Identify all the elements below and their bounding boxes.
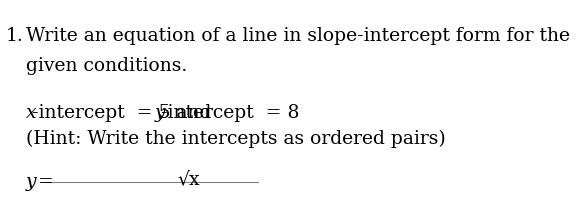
Text: √x: √x <box>177 171 200 189</box>
Text: -intercept  = 5 and: -intercept = 5 and <box>32 104 217 122</box>
Text: given conditions.: given conditions. <box>26 57 187 75</box>
Text: Write an equation of a line in slope-intercept form for the: Write an equation of a line in slope-int… <box>26 27 570 45</box>
Text: 1.: 1. <box>6 27 24 45</box>
Text: y: y <box>155 104 165 122</box>
Text: y: y <box>26 173 37 191</box>
Text: -intercept  = 8: -intercept = 8 <box>161 104 299 122</box>
Text: (Hint: Write the intercepts as ordered pairs): (Hint: Write the intercepts as ordered p… <box>26 130 446 148</box>
Text: x: x <box>26 104 37 122</box>
Text: =: = <box>32 173 54 191</box>
